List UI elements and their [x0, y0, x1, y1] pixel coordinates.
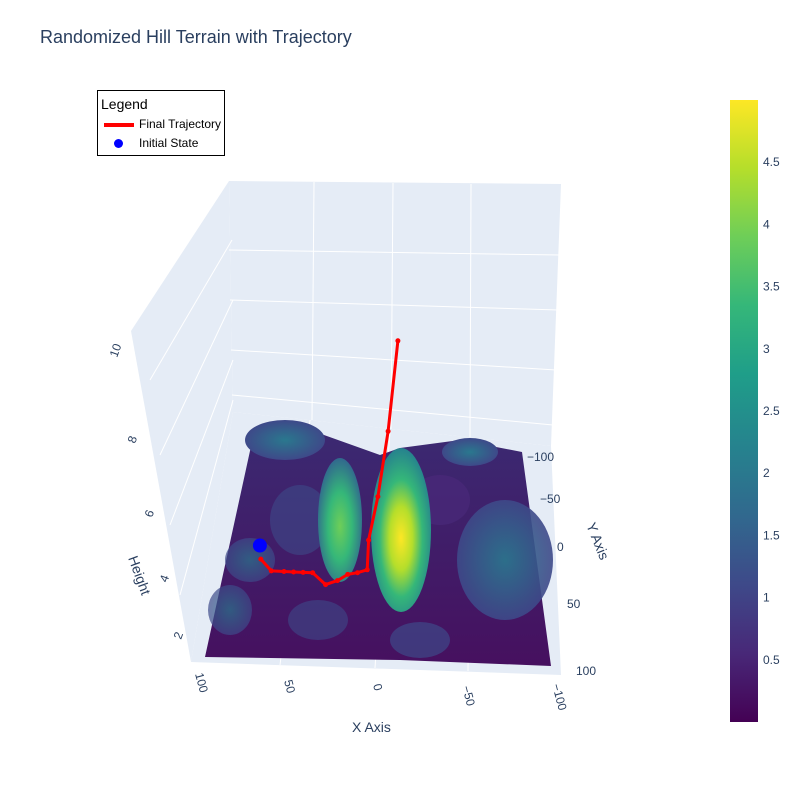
trajectory-point[interactable]: [345, 571, 351, 577]
colorbar[interactable]: 0.5 1 1.5 2 2.5 3 3.5 4 4.5: [730, 100, 780, 722]
x-axis: 100 50 0 −50 −100 X Axis: [192, 671, 570, 735]
legend[interactable]: Legend Final Trajectory Initial State: [97, 90, 225, 156]
colorbar-tick-label: 3.5: [763, 280, 780, 294]
colorbar-tick-label: 0.5: [763, 653, 780, 667]
trajectory-layer[interactable]: [252, 338, 401, 588]
trajectory-point[interactable]: [281, 569, 287, 574]
trajectory-point[interactable]: [334, 578, 340, 584]
y-axis-title: Y Axis: [583, 520, 612, 562]
z-tick-label: 10: [107, 341, 125, 359]
trajectory-point[interactable]: [258, 556, 264, 562]
legend-line-swatch: [104, 123, 134, 127]
initial-state-marker[interactable]: [252, 538, 267, 553]
trajectory-point[interactable]: [364, 567, 370, 573]
colorbar-tick-label: 3: [763, 342, 770, 356]
legend-item-initial-state[interactable]: Initial State: [98, 134, 224, 152]
colorbar-tick-label: 1.5: [763, 528, 780, 542]
colorbar-tick-label: 2.5: [763, 404, 780, 418]
legend-label-final-trajectory: Final Trajectory: [139, 117, 222, 131]
y-tick-label: 100: [576, 664, 596, 678]
legend-title: Legend: [101, 96, 148, 112]
y-tick-label: −50: [540, 492, 561, 506]
legend-marker-swatch: [114, 139, 123, 148]
trajectory-point[interactable]: [300, 569, 306, 575]
colorbar-tick-label: 2: [763, 466, 770, 480]
legend-item-final-trajectory[interactable]: Final Trajectory: [98, 115, 224, 133]
trajectory-point[interactable]: [375, 494, 381, 500]
z-tick-label: 8: [125, 434, 141, 445]
trajectory-point[interactable]: [385, 428, 391, 434]
legend-label-initial-state: Initial State: [139, 136, 199, 150]
x-tick-label: 50: [281, 678, 298, 695]
x-tick-label: −100: [549, 682, 570, 712]
trajectory-point[interactable]: [395, 338, 401, 344]
trajectory-point[interactable]: [310, 570, 316, 576]
z-tick-label: 6: [142, 508, 158, 519]
trajectory-point[interactable]: [268, 568, 274, 574]
colorbar-tick-label: 4.5: [763, 155, 780, 169]
chart-title: Randomized Hill Terrain with Trajectory: [40, 27, 352, 47]
trajectory-point[interactable]: [291, 569, 297, 575]
y-tick-label: 50: [567, 597, 581, 611]
x-tick-label: 0: [370, 682, 385, 692]
trajectory-point[interactable]: [355, 570, 360, 576]
z-axis-title: Height: [125, 554, 154, 598]
y-tick-label: 0: [557, 540, 564, 554]
colorbar-tick-label: 1: [763, 591, 770, 605]
x-tick-label: −50: [459, 684, 478, 708]
x-tick-label: 100: [192, 671, 211, 694]
colorbar-tick-label: 4: [763, 217, 770, 231]
trajectory-point[interactable]: [323, 582, 329, 588]
z-tick-label: 2: [171, 630, 187, 641]
x-axis-title: X Axis: [352, 719, 391, 735]
trajectory-point[interactable]: [366, 537, 372, 543]
z-tick-label: 4: [157, 573, 173, 584]
y-tick-label: −100: [527, 450, 554, 464]
colorbar-gradient: [730, 100, 758, 722]
